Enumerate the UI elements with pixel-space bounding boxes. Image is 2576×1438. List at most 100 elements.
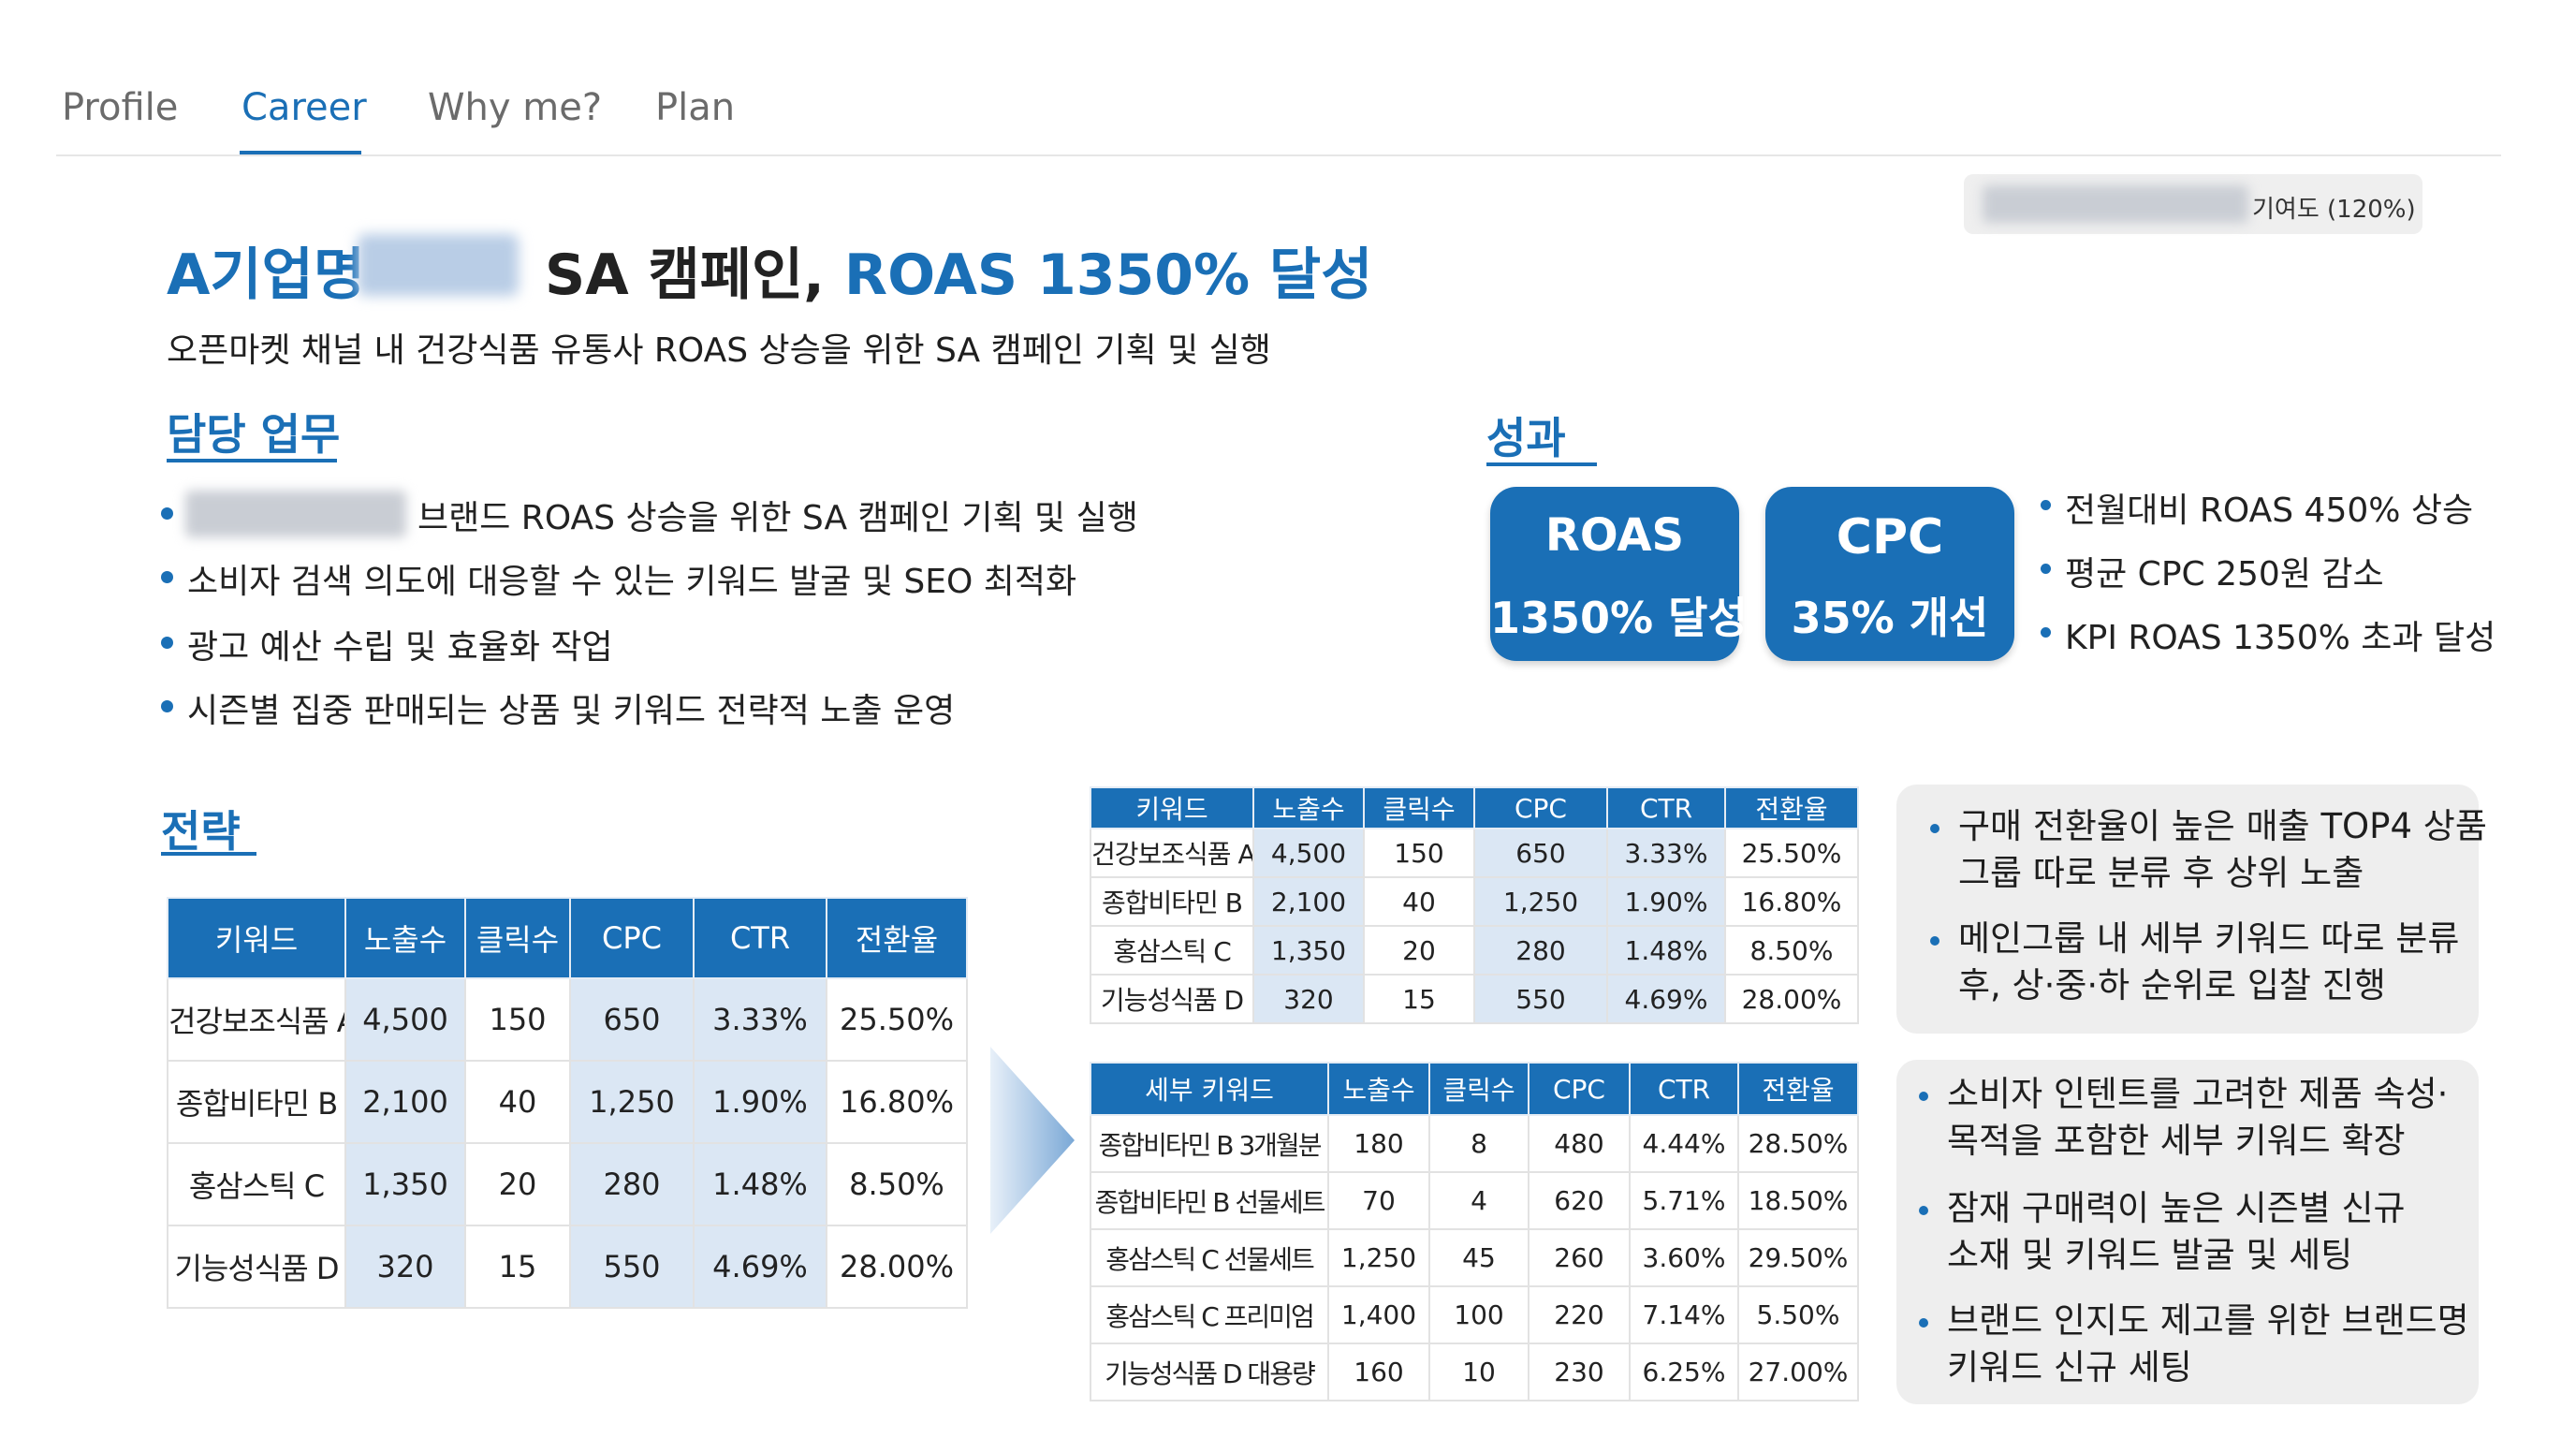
table-cell: 1,400	[1327, 1285, 1430, 1344]
note-line: 그룹 따로 분류 후 상위 노출	[1958, 853, 2364, 893]
table-cell: 160	[1327, 1343, 1430, 1401]
table-cell: 40	[1363, 876, 1475, 927]
table-cell: 1,250	[569, 1060, 695, 1144]
page-title: A기업명 SA 캠페인, ROAS 1350% 달성	[167, 229, 1372, 311]
results-heading: 성과	[1486, 413, 1566, 463]
table-cell: 280	[1473, 925, 1608, 976]
bullet-icon	[1930, 824, 1939, 833]
table-cell: 8	[1428, 1114, 1530, 1173]
table-cell: 홍삼스틱 C	[1090, 925, 1254, 976]
table-cell: 1,350	[1252, 925, 1365, 976]
bullet-icon	[2041, 500, 2051, 510]
table-cell: 550	[569, 1225, 695, 1309]
cpc-badge: CPC 35% 개선	[1765, 487, 2014, 661]
duties-heading: 담당 업무	[167, 409, 341, 460]
table-cell: 220	[1528, 1285, 1631, 1344]
note-line: 구매 전환율이 높은 매출 TOP4 상품	[1958, 806, 2487, 846]
table-cell: 4.44%	[1629, 1114, 1739, 1173]
badge-title: ROAS	[1544, 509, 1685, 562]
company-name: A기업명	[167, 242, 366, 308]
table-cell: 16.80%	[826, 1060, 968, 1144]
table-cell: 4	[1428, 1171, 1530, 1230]
keyword-summary-table: 키워드 노출수 클릭수 CPC CTR 전환율 건강보조식품 A 4,500 1…	[1090, 786, 1859, 1024]
table-header-row: 키워드 노출수 클릭수 CPC CTR 전환율	[1090, 786, 1859, 829]
table-cell: 320	[1252, 974, 1365, 1024]
bullet-icon	[1930, 936, 1939, 946]
table-header-row: 세부 키워드 노출수 클릭수 CPC CTR 전환율	[1090, 1062, 1859, 1116]
bullet-icon	[161, 571, 173, 583]
table-cell: 15	[464, 1225, 571, 1309]
tab-career[interactable]: Career	[242, 86, 367, 129]
contribution-label: 기여도 (120%)	[2252, 196, 2416, 224]
note-line: 소재 및 키워드 발굴 및 세팅	[1947, 1235, 2353, 1275]
column-header: CTR	[1629, 1062, 1739, 1116]
table-cell: 650	[569, 977, 695, 1062]
tab-plan[interactable]: Plan	[655, 86, 736, 129]
table-cell: 1.48%	[693, 1142, 827, 1226]
table-cell: 480	[1528, 1114, 1631, 1173]
note-line: 잠재 구매력이 높은 시즌별 신규	[1947, 1188, 2406, 1228]
duty-item: 브랜드 ROAS 상승을 위한 SA 캠페인 기획 및 실행	[417, 499, 1138, 537]
table-cell: 종합비타민 B	[1090, 876, 1254, 927]
table-cell: 홍삼스틱 C	[167, 1142, 346, 1226]
column-header: CPC	[569, 897, 695, 979]
headline-result: ROAS 1350% 달성	[843, 242, 1373, 308]
table-cell: 320	[344, 1225, 466, 1309]
column-header: 노출수	[344, 897, 466, 979]
table-cell: 100	[1428, 1285, 1530, 1344]
column-header: 키워드	[167, 897, 346, 979]
note-line: 소비자 인텐트를 고려한 제품 속성·	[1947, 1074, 2449, 1114]
note-line: 목적을 포함한 세부 키워드 확장	[1947, 1121, 2406, 1161]
keyword-table: 키워드 노출수 클릭수 CPC CTR 전환율 건강보조식품 A 4,500 1…	[167, 897, 968, 1309]
redacted-brand	[358, 234, 519, 296]
table-row: 홍삼스틱 C 1,350 20 280 1.48% 8.50%	[1090, 925, 1859, 976]
table-cell: 10	[1428, 1343, 1530, 1401]
table-cell: 5.50%	[1737, 1285, 1859, 1344]
table-cell: 4,500	[1252, 828, 1365, 878]
column-header: 전환율	[826, 897, 968, 979]
column-header: CPC	[1473, 786, 1608, 829]
note-line: 후, 상·중·하 순위로 입찰 진행	[1958, 965, 2386, 1005]
table-cell: 기능성식품 D	[167, 1225, 346, 1309]
table-cell: 29.50%	[1737, 1228, 1859, 1287]
table-cell: 기능성식품 D 대용량	[1090, 1343, 1329, 1401]
table-row: 건강보조식품 A 4,500 150 650 3.33% 25.50%	[167, 977, 968, 1062]
column-header: 키워드	[1090, 786, 1254, 829]
result-item: 전월대비 ROAS 450% 상승	[2065, 492, 2474, 530]
table-cell: 70	[1327, 1171, 1430, 1230]
table-cell: 28.00%	[1724, 974, 1859, 1024]
table-cell: 550	[1473, 974, 1608, 1024]
column-header: 노출수	[1327, 1062, 1430, 1116]
tab-profile[interactable]: Profile	[62, 86, 179, 129]
table-cell: 3.33%	[693, 977, 827, 1062]
table-cell: 2,100	[344, 1060, 466, 1144]
table-cell: 45	[1428, 1228, 1530, 1287]
table-row: 건강보조식품 A 4,500 150 650 3.33% 25.50%	[1090, 828, 1859, 878]
badge-title: CPC	[1836, 509, 1944, 565]
table-cell: 25.50%	[826, 977, 968, 1062]
results-underline	[1486, 462, 1597, 466]
bullet-icon	[161, 507, 173, 520]
note-item: 잠재 구매력이 높은 시즌별 신규 소재 및 키워드 발굴 및 세팅	[1947, 1185, 2406, 1279]
table-cell: 2,100	[1252, 876, 1365, 927]
active-tab-indicator	[240, 151, 361, 154]
table-row: 종합비타민 B 2,100 40 1,250 1.90% 16.80%	[167, 1060, 968, 1144]
table-cell: 홍삼스틱 C 선물세트	[1090, 1228, 1329, 1287]
table-cell: 18.50%	[1737, 1171, 1859, 1230]
table-cell: 기능성식품 D	[1090, 974, 1254, 1024]
table-cell: 1,350	[344, 1142, 466, 1226]
table-cell: 7.14%	[1629, 1285, 1739, 1344]
tab-why-me[interactable]: Why me?	[428, 86, 603, 129]
table-cell: 15	[1363, 974, 1475, 1024]
table-cell: 1.48%	[1606, 925, 1726, 976]
table-cell: 150	[1363, 828, 1475, 878]
column-header: 클릭수	[1363, 786, 1475, 829]
duty-item: 소비자 검색 의도에 대응할 수 있는 키워드 발굴 및 SEO 최적화	[187, 563, 1077, 601]
table-cell: 25.50%	[1724, 828, 1859, 878]
table-row: 홍삼스틱 C 선물세트 1,250 45 260 3.60% 29.50%	[1090, 1228, 1859, 1287]
roas-badge: ROAS 1350% 달성	[1490, 487, 1748, 661]
bullet-icon	[1919, 1206, 1928, 1215]
table-cell: 620	[1528, 1171, 1631, 1230]
table-cell: 28.50%	[1737, 1114, 1859, 1173]
duty-item: 시즌별 집중 판매되는 상품 및 키워드 전략적 노출 운영	[187, 692, 956, 730]
